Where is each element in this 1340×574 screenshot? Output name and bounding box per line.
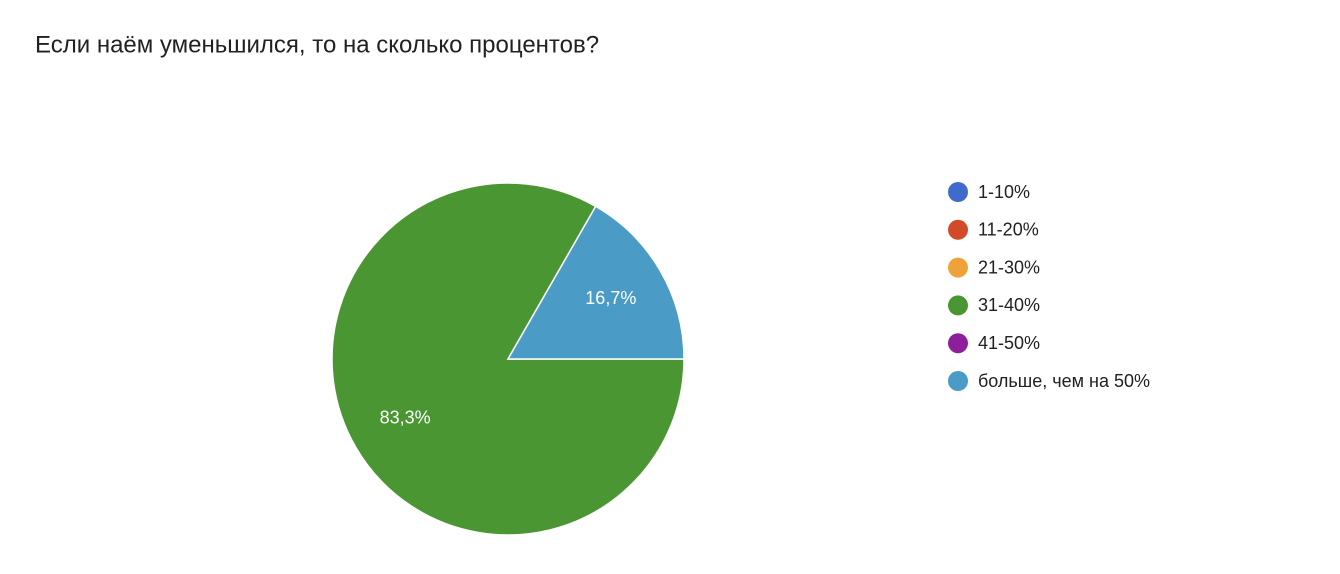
slice-label: 16,7% — [585, 288, 636, 308]
legend-marker — [948, 257, 968, 278]
legend-marker — [948, 371, 968, 391]
legend-label: 21-30% — [978, 257, 1040, 277]
legend-marker — [948, 219, 968, 240]
legend-label: 31-40% — [978, 295, 1040, 315]
slice-label: 83,3% — [380, 407, 431, 427]
legend-marker — [948, 182, 968, 202]
legend-label: больше, чем на 50% — [978, 371, 1150, 391]
legend-label: 11-20% — [978, 220, 1039, 240]
pie-slice — [506, 205, 685, 360]
legend-label: 41-50% — [978, 333, 1040, 353]
legend-marker — [948, 333, 968, 354]
legend-marker — [948, 295, 968, 316]
legend-label: 1-10% — [978, 182, 1030, 202]
chart-title: Если наём уменьшился, то на сколько проц… — [35, 31, 599, 58]
